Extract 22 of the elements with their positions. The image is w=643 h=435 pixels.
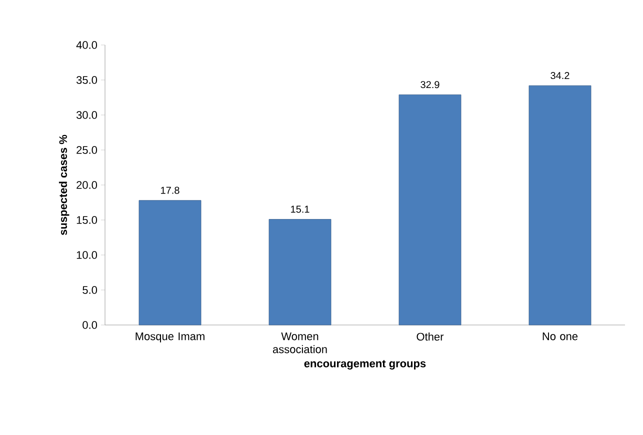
- x-tick-label: Other: [416, 332, 444, 341]
- bar: [138, 200, 202, 326]
- bar: [528, 85, 592, 326]
- bar: [268, 219, 332, 326]
- data-label: 32.9: [420, 81, 440, 88]
- y-tick-label: 40.0: [76, 41, 98, 49]
- y-tick-label: 20.0: [76, 181, 98, 189]
- x-tick-label: Mosque Imam: [136, 332, 204, 342]
- y-tick-label: 15.0: [76, 216, 98, 224]
- data-label: 17.8: [161, 186, 180, 194]
- y-tick-label: 10.0: [76, 251, 98, 259]
- x-tick-label: No one: [542, 332, 578, 340]
- y-tick-label: 35.0: [76, 76, 98, 84]
- y-tick-label: 25.0: [76, 146, 98, 154]
- y-axis-title: suspected cases %: [58, 134, 70, 236]
- y-tick-label: 30.0: [76, 111, 98, 119]
- data-label: 34.2: [550, 72, 570, 80]
- data-label: 15.1: [291, 206, 310, 213]
- y-tick-label: 0.0: [82, 321, 98, 329]
- bar: [398, 94, 462, 326]
- y-tick-label: 5.0: [82, 286, 98, 294]
- x-axis-title: encouragement groups: [304, 360, 426, 370]
